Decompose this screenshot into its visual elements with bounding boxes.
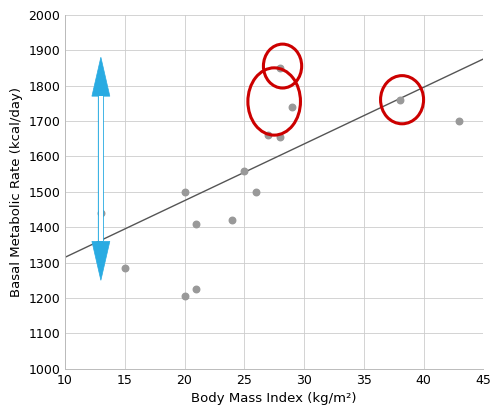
- Point: [396, 96, 404, 103]
- Point: [121, 265, 129, 271]
- Point: [240, 167, 248, 174]
- Point: [276, 64, 284, 71]
- Point: [455, 117, 463, 124]
- Polygon shape: [92, 57, 110, 280]
- X-axis label: Body Mass Index (kg/m²): Body Mass Index (kg/m²): [191, 392, 357, 405]
- Point: [264, 132, 272, 139]
- Polygon shape: [99, 96, 103, 242]
- Y-axis label: Basal Metabolic Rate (kcal/day): Basal Metabolic Rate (kcal/day): [10, 87, 23, 297]
- Point: [276, 134, 284, 140]
- Point: [97, 210, 105, 216]
- Point: [180, 188, 188, 195]
- Point: [252, 188, 260, 195]
- Point: [192, 220, 200, 227]
- Point: [228, 217, 236, 223]
- Point: [288, 103, 296, 110]
- Point: [192, 286, 200, 293]
- Point: [180, 293, 188, 300]
